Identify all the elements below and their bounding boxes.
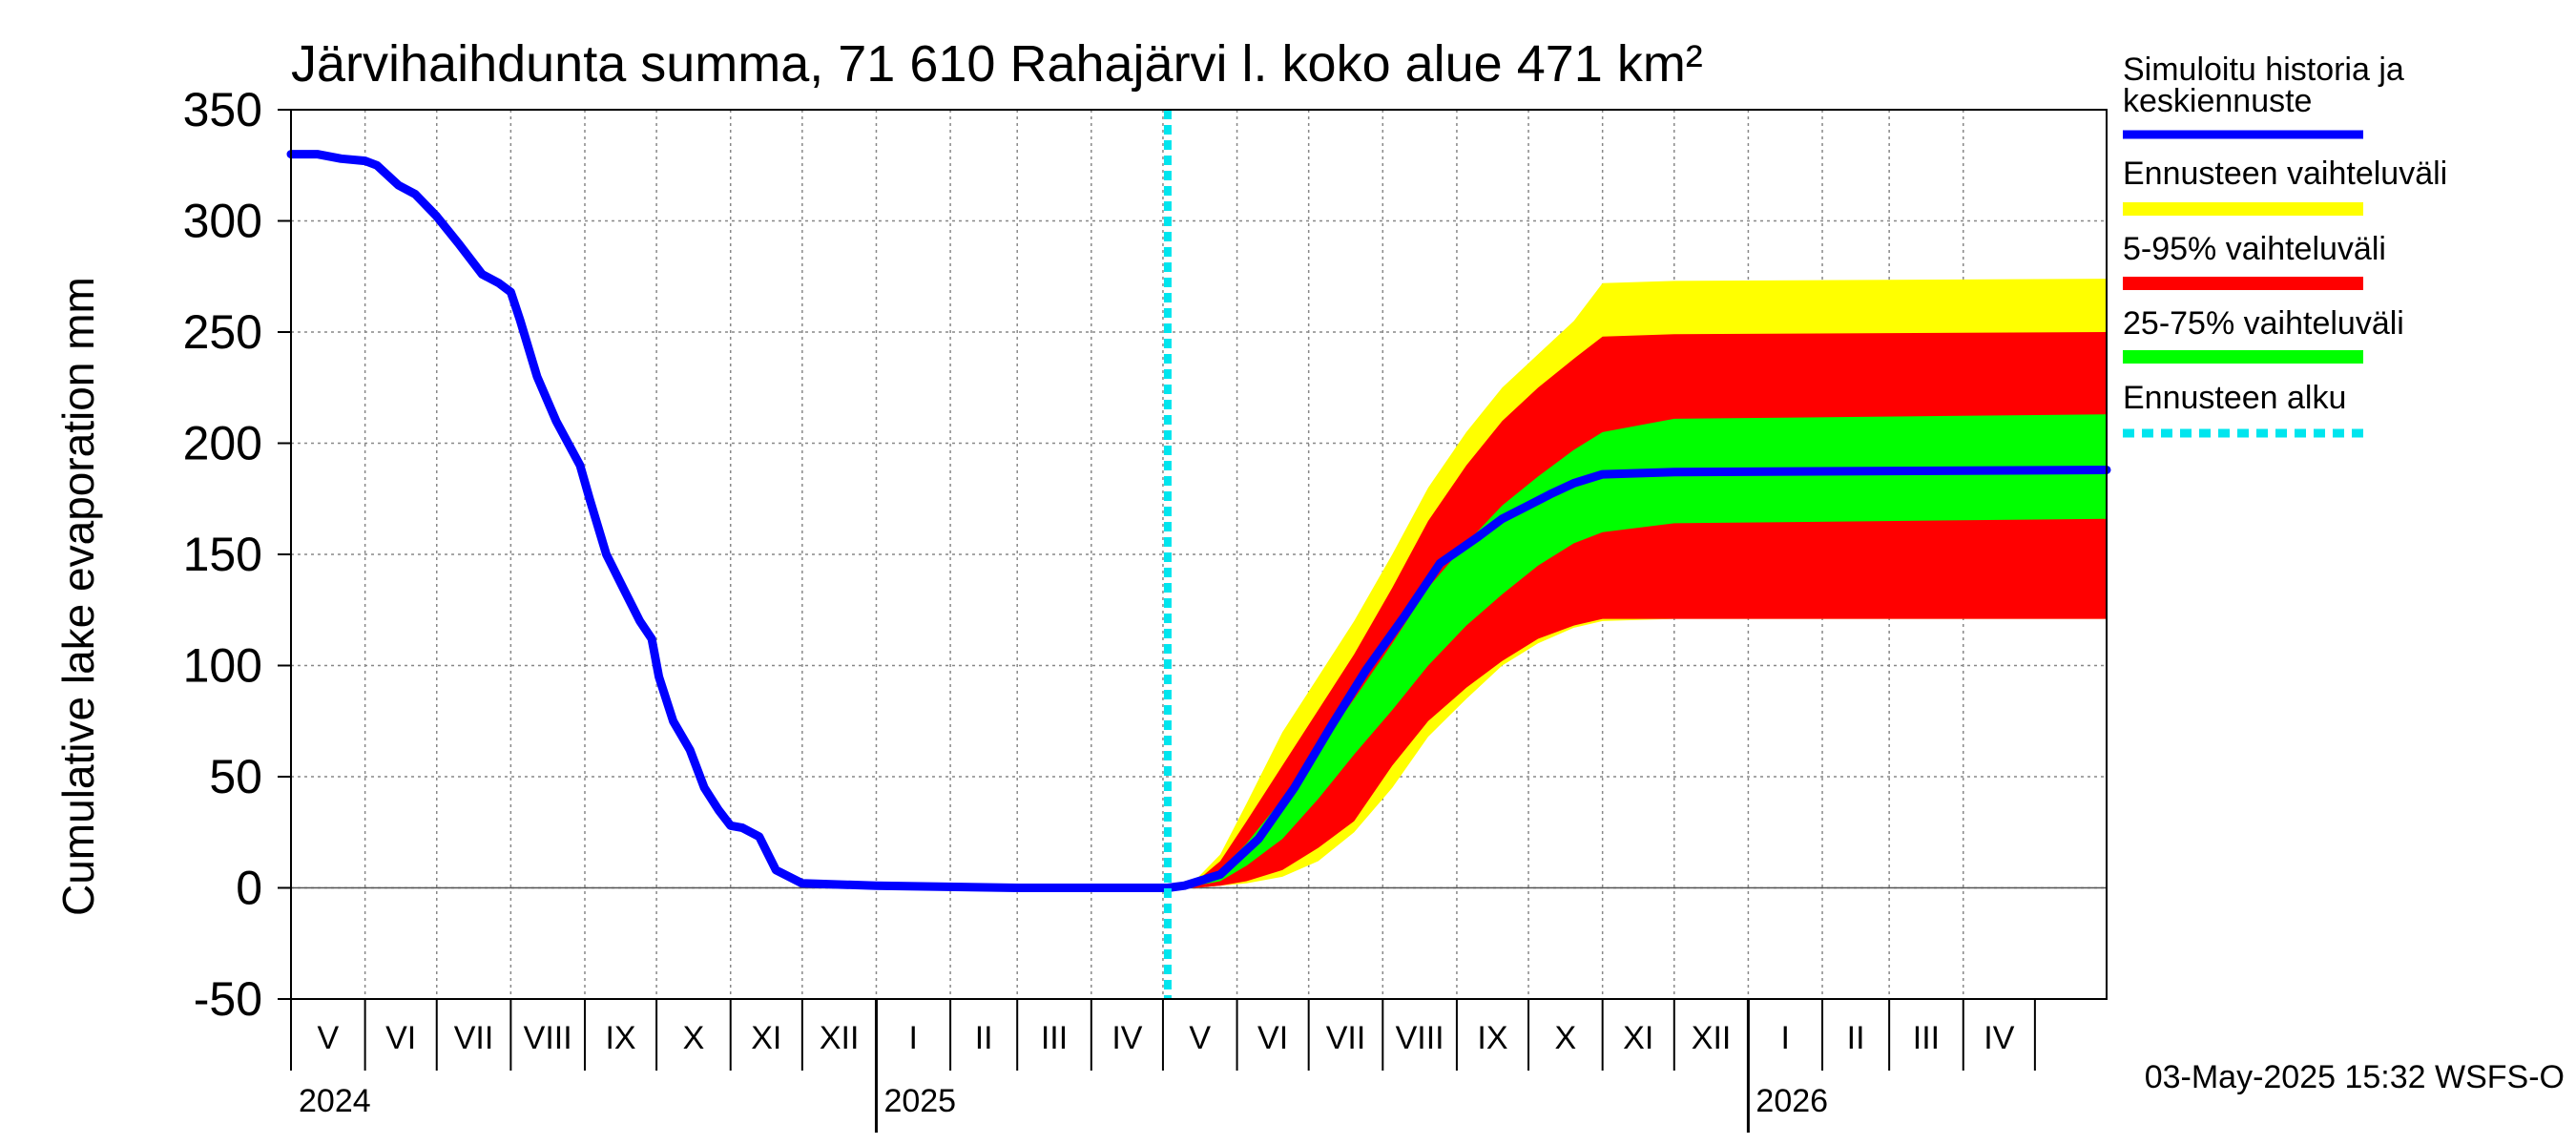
timestamp-footer: 03-May-2025 15:32 WSFS-O — [2145, 1059, 2565, 1095]
month-label: III — [1041, 1020, 1068, 1056]
grid — [291, 109, 2107, 1000]
median-line-group — [286, 150, 2111, 892]
month-label: II — [975, 1020, 993, 1056]
y-tick-label: -50 — [194, 972, 262, 1026]
forecast-bands — [1167, 279, 2107, 888]
x-axis: V VI VII VIII IX X XI XII I II III IV V VI VII VIII IX X X… — [290, 999, 2036, 1133]
y-axis: -50 0 50 100 150 200 250 300 350 — [183, 83, 291, 1026]
legend-label: Simuloitu historia ja — [2123, 52, 2404, 88]
legend-swatch-band — [2123, 202, 2363, 216]
month-label: XI — [751, 1020, 781, 1056]
year-label: 2024 — [299, 1083, 371, 1119]
month-label: X — [683, 1020, 705, 1056]
month-label: VIII — [524, 1020, 572, 1056]
y-tick-label: 250 — [183, 305, 262, 359]
y-tick-label: 0 — [236, 862, 262, 915]
y-tick-label: 350 — [183, 83, 262, 136]
legend-label: 25-75% vaihteluväli — [2123, 305, 2404, 342]
legend-label: Ennusteen alku — [2123, 380, 2346, 416]
month-label: IX — [605, 1020, 635, 1056]
legend-swatch-band — [2123, 350, 2363, 364]
month-label: VIII — [1396, 1020, 1444, 1056]
month-label: VI — [1257, 1020, 1288, 1056]
year-label: 2026 — [1755, 1083, 1828, 1119]
month-label: XII — [1692, 1020, 1732, 1056]
month-label: IV — [1111, 1020, 1142, 1056]
month-label: I — [909, 1020, 918, 1056]
y-tick-label: 300 — [183, 195, 262, 248]
month-label: XI — [1623, 1020, 1653, 1056]
year-label: 2025 — [883, 1083, 956, 1119]
month-label: VII — [454, 1020, 494, 1056]
y-tick-label: 50 — [209, 750, 262, 803]
month-label: VI — [385, 1020, 416, 1056]
month-label: II — [1847, 1020, 1865, 1056]
month-label: IV — [1984, 1020, 2014, 1056]
month-label: XII — [820, 1020, 860, 1056]
legend-label: Ennusteen vaihteluväli — [2123, 156, 2447, 192]
y-tick-label: 100 — [183, 639, 262, 693]
month-label: VII — [1326, 1020, 1366, 1056]
median-line — [286, 150, 2111, 892]
chart-title: Järvihaihdunta summa, 71 610 Rahajärvi l… — [291, 35, 1703, 93]
y-tick-label: 150 — [183, 528, 262, 581]
month-label: IX — [1477, 1020, 1507, 1056]
legend-label-line2: keskiennuste — [2123, 83, 2312, 119]
y-tick-label: 200 — [183, 417, 262, 470]
month-label: V — [317, 1020, 339, 1056]
month-label: III — [1913, 1020, 1940, 1056]
legend-swatch-band — [2123, 277, 2363, 290]
month-label: I — [1780, 1020, 1789, 1056]
y-axis-label: Cumulative lake evaporation mm — [53, 277, 103, 916]
month-label: V — [1189, 1020, 1211, 1056]
legend-label: 5-95% vaihteluväli — [2123, 231, 2386, 267]
month-label: X — [1555, 1020, 1577, 1056]
